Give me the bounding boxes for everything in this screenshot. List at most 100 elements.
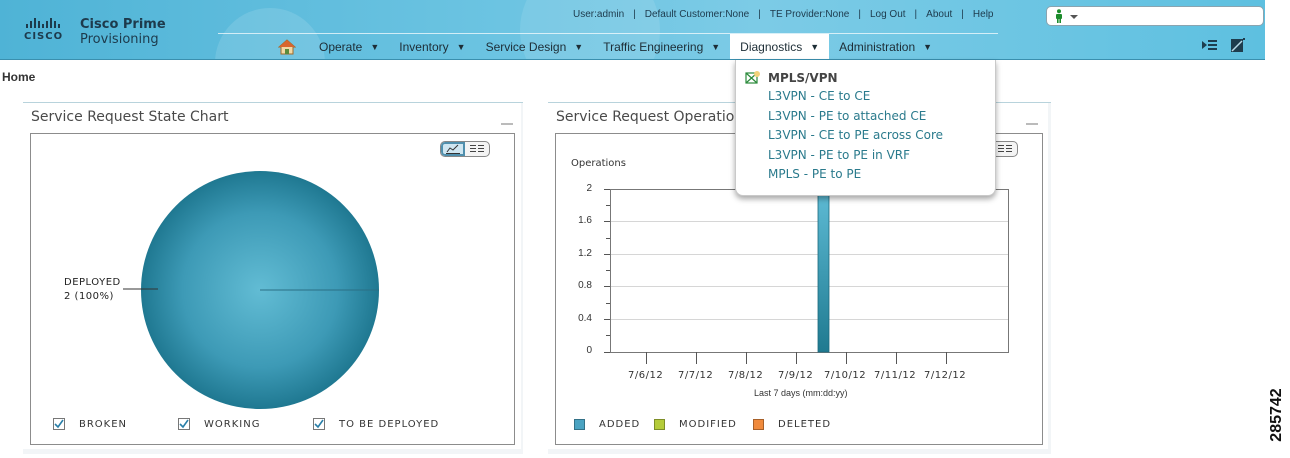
home-icon bbox=[278, 39, 296, 55]
view-toggle bbox=[440, 141, 490, 157]
legend-swatch-modified bbox=[654, 419, 665, 430]
mpls-vpn-icon bbox=[745, 71, 760, 84]
panel-title: Service Request State Chart bbox=[31, 109, 229, 125]
nav-diagnostics-label: Diagnostics bbox=[740, 40, 803, 54]
table-view-button[interactable] bbox=[465, 142, 489, 156]
chevron-down-icon: ▼ bbox=[456, 42, 466, 52]
user-role-select[interactable] bbox=[1046, 6, 1264, 26]
nav-home[interactable] bbox=[275, 34, 299, 59]
pie-chart[interactable] bbox=[139, 169, 381, 411]
expand-list-icon[interactable] bbox=[1202, 38, 1218, 52]
pie-label-leader bbox=[123, 288, 158, 290]
chevron-down-icon: ▼ bbox=[370, 42, 380, 52]
separator: | bbox=[961, 9, 964, 20]
state-chart-body: DEPLOYED 2 (100%) BROKEN WORKING TO BE D… bbox=[30, 133, 515, 445]
chevron-down-icon bbox=[1070, 15, 1078, 19]
x-tick: 7/6/12 bbox=[628, 370, 664, 381]
chart-view-button[interactable] bbox=[441, 142, 465, 156]
app-header: CISCO Cisco Prime Provisioning User:admi… bbox=[0, 0, 1265, 60]
main-nav: Operate ▼ Inventory ▼ Service Design ▼ T… bbox=[275, 34, 942, 59]
x-tick: 7/10/12 bbox=[824, 370, 867, 381]
chevron-down-icon: ▼ bbox=[923, 42, 933, 52]
checkbox-working[interactable] bbox=[178, 418, 190, 430]
y-tick: 0.8 bbox=[578, 280, 592, 291]
nav-inventory-label: Inventory bbox=[399, 40, 449, 54]
y-tick: 2 bbox=[586, 183, 592, 194]
cisco-logo: CISCO bbox=[24, 16, 72, 46]
x-tick: 7/9/12 bbox=[778, 370, 814, 381]
menu-item-mpls-pe-to-pe[interactable]: MPLS - PE to PE bbox=[768, 167, 862, 181]
menu-group-label: MPLS/VPN bbox=[768, 71, 838, 85]
menu-item-l3vpn-pe-to-pe-in-vrf[interactable]: L3VPN - PE to PE in VRF bbox=[768, 148, 911, 162]
minimize-icon[interactable] bbox=[1026, 123, 1038, 125]
minimize-icon[interactable] bbox=[501, 123, 513, 125]
separator: | bbox=[633, 9, 636, 20]
x-tick: 7/12/12 bbox=[924, 370, 967, 381]
legend-deleted[interactable]: DELETED bbox=[753, 419, 831, 430]
y-tick: 0.4 bbox=[578, 313, 592, 324]
legend-label: WORKING bbox=[204, 418, 261, 430]
nav-inventory[interactable]: Inventory ▼ bbox=[389, 34, 475, 59]
chevron-down-icon: ▼ bbox=[810, 42, 820, 52]
legend-broken[interactable]: BROKEN bbox=[53, 418, 178, 430]
figure-code: 285742 bbox=[1267, 380, 1287, 450]
checkbox-broken[interactable] bbox=[53, 418, 65, 430]
x-tick: 7/7/12 bbox=[678, 370, 714, 381]
default-customer-link[interactable]: Default Customer:None bbox=[644, 9, 750, 20]
chevron-down-icon: ▼ bbox=[711, 42, 721, 52]
legend-label: BROKEN bbox=[79, 418, 128, 430]
y-tick: 1.6 bbox=[578, 215, 592, 226]
nav-service-design[interactable]: Service Design ▼ bbox=[476, 34, 594, 59]
person-icon bbox=[1056, 9, 1062, 23]
menu-item-l3vpn-ce-to-pe-across-core[interactable]: L3VPN - CE to PE across Core bbox=[768, 128, 944, 142]
checkbox-to-be-deployed[interactable] bbox=[313, 418, 325, 430]
product-name: Cisco Prime Provisioning bbox=[80, 17, 166, 47]
user-label[interactable]: User:admin bbox=[573, 9, 625, 20]
pie-label: DEPLOYED 2 (100%) bbox=[64, 276, 121, 304]
separator: | bbox=[858, 9, 861, 20]
chevron-down-icon: ▼ bbox=[574, 42, 584, 52]
checkmark-icon bbox=[179, 419, 189, 429]
logout-link[interactable]: Log Out bbox=[869, 9, 906, 20]
edit-icon[interactable] bbox=[1231, 38, 1245, 52]
state-chart-panel-inner: Service Request State Chart DEPL bbox=[23, 103, 521, 449]
legend-label: DELETED bbox=[778, 419, 832, 430]
bar-chart-plot bbox=[604, 188, 1009, 364]
nav-administration-label: Administration bbox=[839, 40, 916, 54]
help-link[interactable]: Help bbox=[972, 9, 994, 20]
about-link[interactable]: About bbox=[926, 9, 953, 20]
x-axis-title: Last 7 days (mm:dd:yy) bbox=[754, 388, 848, 398]
legend-modified[interactable]: MODIFIED bbox=[654, 419, 753, 430]
legend-swatch-added bbox=[574, 419, 585, 430]
breadcrumb[interactable]: Home bbox=[2, 70, 36, 84]
table-icon bbox=[998, 145, 1012, 152]
nav-diagnostics[interactable]: Diagnostics ▼ bbox=[730, 34, 830, 59]
line-chart-icon bbox=[446, 144, 460, 154]
diagnostics-dropdown-menu: MPLS/VPN L3VPN - CE to CE L3VPN - PE to … bbox=[735, 60, 996, 196]
table-view-button[interactable] bbox=[993, 142, 1017, 156]
legend-added[interactable]: ADDED bbox=[574, 419, 654, 430]
legend-swatch-deleted bbox=[753, 419, 764, 430]
header-decoration bbox=[520, 0, 660, 59]
menu-item-l3vpn-ce-to-ce[interactable]: L3VPN - CE to CE bbox=[768, 89, 871, 103]
header-tools bbox=[1202, 38, 1245, 52]
legend-working[interactable]: WORKING bbox=[178, 418, 313, 430]
panel-title: Service Request Operation Chart bbox=[556, 109, 756, 125]
checkmark-icon bbox=[54, 419, 64, 429]
nav-operate[interactable]: Operate ▼ bbox=[309, 34, 389, 59]
cisco-logo-bars-icon bbox=[26, 16, 72, 28]
figure-code-text: 285742 bbox=[1268, 388, 1285, 442]
te-provider-link[interactable]: TE Provider:None bbox=[769, 9, 850, 20]
cisco-logo-word: CISCO bbox=[24, 31, 64, 42]
operation-chart-legend: ADDED MODIFIED DELETED bbox=[574, 419, 831, 430]
checkmark-icon bbox=[314, 419, 324, 429]
menu-item-l3vpn-pe-to-attached-ce[interactable]: L3VPN - PE to attached CE bbox=[768, 109, 927, 123]
pie-label-value: 2 (100%) bbox=[64, 291, 114, 302]
table-icon bbox=[470, 145, 484, 152]
legend-label: TO BE DEPLOYED bbox=[339, 418, 440, 430]
nav-traffic-engineering[interactable]: Traffic Engineering ▼ bbox=[593, 34, 730, 59]
nav-administration[interactable]: Administration ▼ bbox=[829, 34, 942, 59]
legend-to-be-deployed[interactable]: TO BE DEPLOYED bbox=[313, 418, 439, 430]
bar-added-7-9-12[interactable] bbox=[817, 188, 830, 353]
separator: | bbox=[914, 9, 918, 20]
